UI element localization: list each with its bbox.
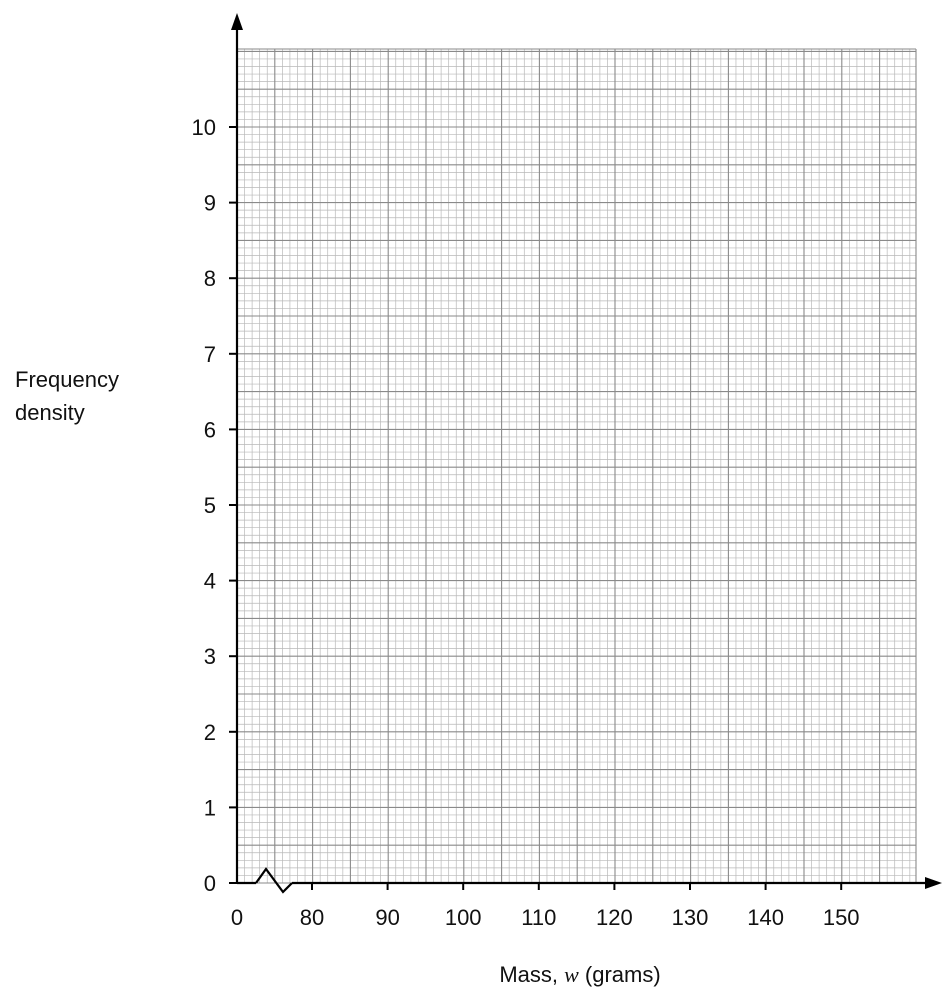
x-tick-label: 150 [823,905,860,930]
x-tick-label: 100 [445,905,482,930]
y-tick-label: 6 [204,417,216,442]
y-axis-tick-labels: 0 1 2 3 4 5 6 7 8 9 10 [192,115,216,896]
y-axis-arrowhead [231,13,243,30]
y-tick-label: 4 [204,569,216,594]
y-tick-label: 7 [204,342,216,367]
x-axis-title-prefix: Mass, [499,962,564,987]
y-tick-label: 10 [192,115,216,140]
x-axis-break-zigzag [255,867,293,894]
x-tick-label: 120 [596,905,633,930]
y-tick-label: 5 [204,493,216,518]
minor-gridlines [237,49,916,883]
y-axis-title-line1: Frequency [15,367,119,392]
x-tick-label: 90 [375,905,399,930]
axes [229,13,942,894]
x-tick-label: 110 [521,905,556,930]
y-tick-label: 3 [204,644,216,669]
y-tick-label: 9 [204,191,216,216]
x-axis-title-variable: w [564,962,579,987]
x-axis-arrowhead [925,877,942,889]
major-gridlines [236,48,917,884]
x-tick-label: 80 [300,905,324,930]
x-axis-tick-labels: 0 80 90 100 110 120 130 140 150 [231,905,860,930]
y-tick-label: 2 [204,720,216,745]
x-axis-title: Mass, w (grams) [499,962,660,987]
y-tick-label: 1 [204,795,216,820]
y-axis-title-line2: density [15,400,85,425]
x-tick-label: 140 [747,905,784,930]
y-tick-label: 8 [204,266,216,291]
x-tick-label-origin: 0 [231,905,243,930]
x-axis-title-suffix: (grams) [579,962,661,987]
x-tick-label: 130 [672,905,709,930]
y-tick-label: 0 [204,871,216,896]
